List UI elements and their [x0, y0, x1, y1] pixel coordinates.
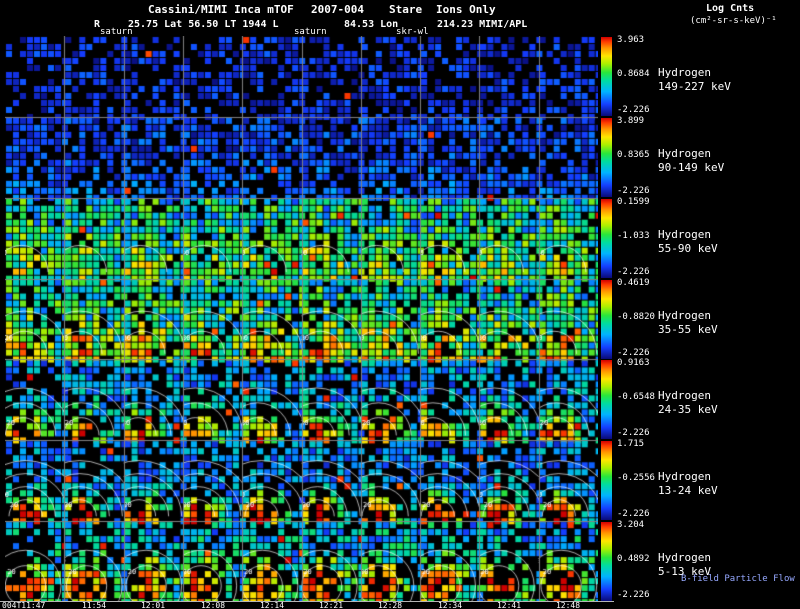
time-tick-label: 11:54 [81, 601, 107, 609]
colorbar-units-title: Log Cnts [706, 3, 755, 14]
row-13-24kev-side: 1.715 -0.2556 -2.226 Hydrogen 13-24 keV [600, 440, 799, 521]
title-species: Ions Only [436, 3, 496, 16]
channel-species-label: Hydrogen [658, 147, 711, 160]
time-tick-label: 12:41 [496, 601, 522, 609]
title-instrument: Cassini/MIMI Inca mTOF [148, 3, 294, 16]
ephemeris-main: 25.75 Lat 56.50 LT 1944 L [128, 19, 279, 30]
colorbar-mid-label: 0.4892 [617, 554, 650, 564]
colorbar-max-label: 3.899 [617, 116, 645, 126]
colorbar-mid-label: -0.6548 [617, 392, 655, 402]
colorbar-mid-label: -0.2556 [617, 473, 655, 483]
channel-species-label: Hydrogen [658, 470, 711, 483]
colorbar-min-label: -2.226 [617, 428, 650, 438]
colorbar-mid-label: -1.033 [617, 231, 650, 241]
channel-energy-label: 90-149 keV [658, 161, 725, 174]
time-tick-label: 12:28 [377, 601, 403, 609]
time-tick-label: 12:48 [555, 601, 581, 609]
row-35-55kev-side: 0.4619 -0.8820 -2.226 Hydrogen 35-55 keV [600, 279, 799, 360]
colorbar-min-label: -2.226 [617, 509, 650, 519]
colorbar-min-label: -2.226 [617, 186, 650, 196]
channel-energy-label: 35-55 keV [658, 323, 718, 336]
marker-skr-wl: skr-wl [396, 27, 429, 37]
channel-species-label: Hydrogen [658, 389, 711, 402]
colorbar-mid-label: -0.8820 [617, 312, 655, 322]
time-tick-label: 12:14 [259, 601, 285, 609]
ephemeris-mimi-apl: 214.23 MIMI/APL [437, 19, 528, 30]
spectrogram-panel-grid [5, 36, 598, 602]
colorbar-min-label: -2.226 [617, 267, 650, 277]
marker-saturn-2: saturn [294, 27, 327, 37]
b-field-particle-flow-label: B-field Particle Flow [681, 574, 795, 584]
colorbar [601, 441, 612, 520]
time-tick-label: 004T11:47 [2, 601, 46, 609]
colorbar-mid-label: 0.8684 [617, 69, 650, 79]
time-tick-label: 12:21 [318, 601, 344, 609]
title-mode: Stare [389, 3, 423, 16]
colorbar-max-label: 0.1599 [617, 197, 650, 207]
row-149-227kev-side: 3.963 0.8684 -2.226 Hydrogen 149-227 keV [600, 36, 799, 117]
colorbar-min-label: -2.226 [617, 105, 650, 115]
time-tick-label: 12:08 [200, 601, 226, 609]
row-24-35kev-side: 0.9163 -0.6548 -2.226 Hydrogen 24-35 keV [600, 359, 799, 440]
colorbar-max-label: 3.204 [617, 520, 645, 530]
channel-species-label: Hydrogen [658, 66, 711, 79]
colorbar [601, 118, 612, 197]
marker-saturn-1: saturn [100, 27, 133, 37]
row-90-149kev-side: 3.899 0.8365 -2.226 Hydrogen 90-149 keV [600, 117, 799, 198]
title-date: 2007-004 [311, 3, 364, 16]
channel-energy-label: 149-227 keV [658, 80, 731, 93]
colorbar-units-formula: (cm²-sr-s-keV)⁻¹ [690, 16, 777, 26]
colorbar-min-label: -2.226 [617, 348, 650, 358]
channel-energy-label: 5-13 keV [658, 565, 711, 578]
time-tick-label: 12:01 [140, 601, 166, 609]
ephemeris-lon: 84.53 Lon [344, 19, 399, 30]
colorbar-max-label: 1.715 [617, 439, 645, 449]
colorbar-max-label: 0.4619 [617, 278, 650, 288]
channel-species-label: Hydrogen [658, 551, 711, 564]
colorbar [601, 522, 612, 601]
ephemeris-r-label: R [94, 19, 101, 30]
row-55-90kev-side: 0.1599 -1.033 -2.226 Hydrogen 55-90 keV [600, 198, 799, 279]
channel-species-label: Hydrogen [658, 309, 711, 322]
colorbar-min-label: -2.226 [617, 590, 650, 600]
time-tick-label: 12:34 [437, 601, 463, 609]
row-5-13kev-side: 3.204 0.4892 -2.226 Hydrogen 5-13 keV [600, 521, 799, 602]
colorbar [601, 37, 612, 116]
time-axis-line [0, 601, 614, 602]
colorbar-max-label: 0.9163 [617, 358, 650, 368]
colorbar [601, 280, 612, 359]
colorbar-max-label: 3.963 [617, 35, 645, 45]
colorbar-mid-label: 0.8365 [617, 150, 650, 160]
colorbar [601, 199, 612, 278]
channel-species-label: Hydrogen [658, 228, 711, 241]
colorbar [601, 360, 612, 439]
channel-energy-label: 24-35 keV [658, 403, 718, 416]
channel-energy-label: 55-90 keV [658, 242, 718, 255]
channel-energy-label: 13-24 keV [658, 484, 718, 497]
